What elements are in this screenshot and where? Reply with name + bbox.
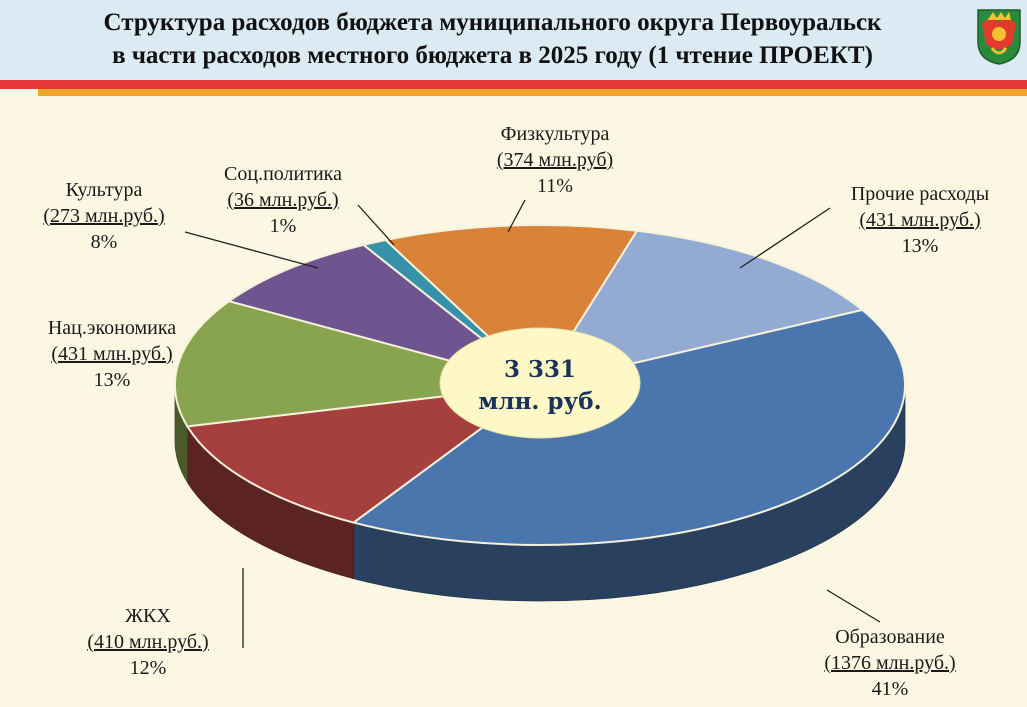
leader-line-1 — [826, 589, 881, 623]
slice-1 — [351, 308, 906, 546]
header-bar — [0, 0, 1027, 80]
slice-label-percent-5: 1% — [270, 215, 297, 237]
leader-line-7 — [739, 207, 831, 269]
leader-line-4 — [184, 231, 319, 269]
coat-of-arms-logo — [977, 9, 1021, 65]
title-line-1: Структура расходов бюджета муниципальног… — [103, 9, 882, 36]
slice-label-value-5: (36 млн.руб.) — [227, 189, 338, 211]
red-stripe — [0, 80, 1027, 89]
slice-label-name-5: Соц.политика — [224, 163, 342, 185]
slice-label-percent-3: 13% — [94, 369, 131, 391]
page-title: Структура расходов бюджета муниципальног… — [20, 6, 965, 72]
slice-label-percent-2: 12% — [130, 657, 167, 679]
slice-2 — [185, 383, 544, 524]
slice-6 — [383, 224, 639, 387]
slice-labels: Образование (1376 млн.руб.) 41% ЖКХ (410 млн… — [43, 123, 989, 700]
slice-label-name-1: Образование — [835, 626, 945, 648]
slice-label-value-1: (1376 млн.руб.) — [824, 652, 955, 674]
slice-label-value-4: (273 млн.руб.) — [43, 205, 164, 227]
slice-label-value-3: (431 млн.руб.) — [51, 343, 172, 365]
center-total-ellipse — [439, 327, 641, 439]
slice-label-value-2: (410 млн.руб.) — [87, 631, 208, 653]
slice-label-name-6: Физкультура — [501, 123, 610, 145]
slice-label-percent-4: 8% — [91, 231, 118, 253]
leader-line-5 — [357, 204, 395, 246]
slice-label-name-7: Прочие расходы — [851, 183, 989, 205]
title-line-2: в части расходов местного бюджета в 2025… — [112, 42, 873, 69]
slice-label-percent-7: 13% — [902, 235, 939, 257]
orange-stripe — [38, 89, 1027, 96]
slice-label-name-2: ЖКХ — [125, 605, 171, 627]
label-leader-lines — [184, 199, 881, 648]
leader-line-6 — [507, 199, 526, 233]
slice-label-name-3: Нац.экономика — [48, 317, 176, 339]
center-total-value: 3 331 — [504, 356, 576, 383]
slice-label-percent-6: 11% — [537, 175, 573, 197]
slice-label-value-7: (431 млн.руб.) — [859, 209, 980, 231]
center-total-unit: млн. руб. — [478, 388, 601, 415]
slice-label-percent-1: 41% — [872, 678, 909, 700]
slice-label-value-6: (374 млн.руб) — [497, 149, 613, 171]
slice-label-name-4: Культура — [66, 179, 143, 201]
slice-7 — [537, 229, 865, 387]
